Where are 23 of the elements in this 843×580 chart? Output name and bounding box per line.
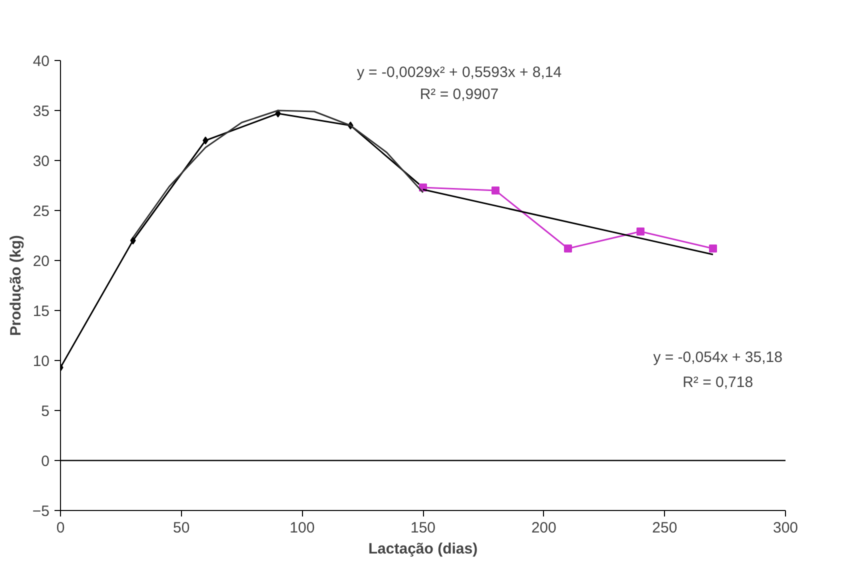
y-tick-label: 5: [41, 403, 50, 420]
annotation: R² = 0,718: [682, 374, 754, 391]
y-tick-label: 35: [32, 103, 50, 120]
x-tick-label: 150: [410, 520, 436, 536]
x-tick-label: 200: [531, 520, 556, 536]
annotation: y = -0,054x + 35,18: [653, 349, 782, 366]
y-tick-label: 25: [32, 203, 50, 220]
annotation: y = -0,0029x² + 0,5593x + 8,14: [356, 64, 562, 81]
x-tick-label: 300: [772, 520, 798, 536]
y-tick-label: 40: [32, 53, 50, 70]
x-tick-label: 100: [290, 520, 315, 536]
y-tick-label: 0: [41, 453, 50, 470]
annotation: R² = 0,9907: [420, 86, 499, 103]
x-tick-label: 0: [56, 520, 65, 536]
x-tick-label: 250: [652, 520, 678, 536]
y-tick-label: −5: [32, 503, 50, 520]
y-axis-title: Produção (kg): [7, 235, 24, 336]
x-axis-title: Lactação (dias): [368, 540, 478, 558]
y-tick-label: 10: [32, 353, 50, 370]
x-tick-label: 50: [172, 520, 190, 536]
y-tick-label: 30: [32, 153, 50, 170]
y-tick-label: 20: [32, 253, 50, 270]
y-tick-label: 15: [32, 303, 50, 320]
